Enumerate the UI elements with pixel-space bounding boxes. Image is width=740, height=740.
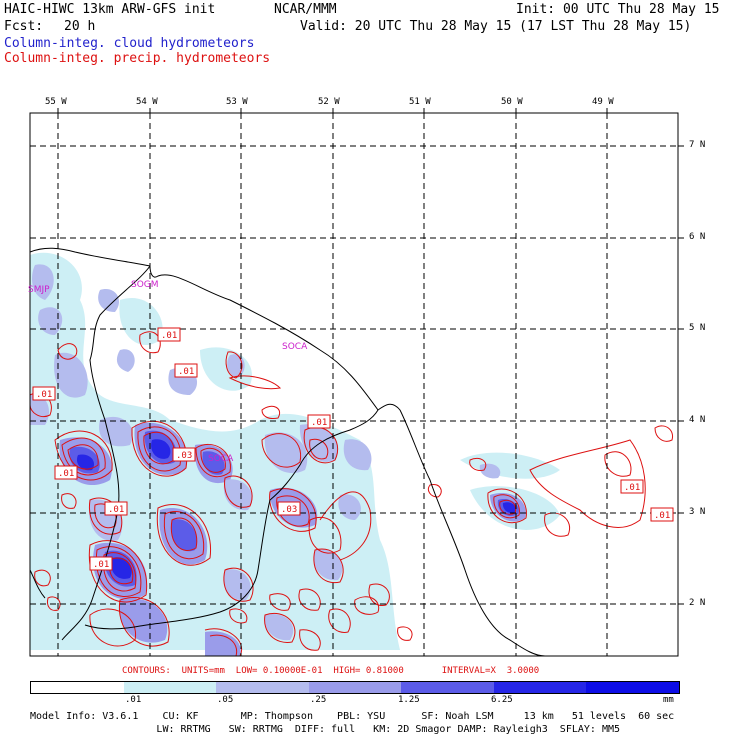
contour-label: .03 (281, 505, 297, 515)
contour-label: .01 (624, 483, 640, 493)
lat-label: 3 N (689, 507, 706, 517)
legend-swatch (401, 682, 494, 693)
contour-label: .01 (311, 418, 327, 428)
legend-label: .05 (217, 695, 234, 705)
lat-label: 4 N (689, 415, 706, 425)
graticule (30, 113, 678, 656)
init-time: Init: 00 UTC Thu 28 May 15 (516, 2, 720, 17)
lat-label: 6 N (689, 232, 706, 242)
frame-ticks (57, 108, 684, 605)
lon-label: 52 W (318, 97, 340, 107)
legend-swatch (31, 682, 124, 693)
contour-label: .01 (58, 469, 74, 479)
lon-label: 55 W (45, 97, 67, 107)
organization: NCAR/MMM (274, 2, 337, 17)
map-frame (29, 112, 679, 657)
legend-swatch (308, 682, 402, 693)
lon-label: 54 W (136, 97, 158, 107)
legend-label: 1.25 (398, 695, 420, 705)
legend-label: 6.25 (491, 695, 513, 705)
legend-swatch (493, 682, 587, 693)
contour-label: .03 (176, 451, 192, 461)
forecast-label: Fcst: (4, 19, 44, 34)
contour-labels: .01 .01 .01 .01 .01 .01 .03 .03 .01 .01 … (32, 327, 674, 571)
contour-label: .01 (93, 560, 109, 570)
lon-label: 49 W (592, 97, 614, 107)
contour-label: .01 (161, 331, 177, 341)
lat-label: 5 N (689, 323, 706, 333)
legend-swatch (123, 682, 217, 693)
field-precip-title: Column-integ. precip. hydrometeors (4, 51, 271, 66)
station-label: SOGM (131, 280, 159, 290)
field-cloud-title: Column-integ. cloud hydrometeors (4, 36, 255, 51)
lon-label: 51 W (409, 97, 431, 107)
lat-label: 2 N (689, 598, 706, 608)
contour-label: .01 (654, 511, 670, 521)
legend-unit: mm (663, 695, 674, 705)
lon-label: 53 W (226, 97, 248, 107)
contour-label: .01 (36, 390, 52, 400)
lat-label: 7 N (689, 140, 706, 150)
contour-label: .01 (108, 505, 124, 515)
lon-label: 50 W (501, 97, 523, 107)
model-info-line1: Model Info: V3.6.1 CU: KF MP: Thompson P… (30, 711, 675, 722)
legend-label: .01 (125, 695, 142, 705)
legend-swatch (586, 682, 680, 693)
contour-info: CONTOURS: UNITS=mm LOW= 0.10000E-01 HIGH… (122, 666, 540, 676)
forecast-hour: 20 h (64, 19, 96, 34)
station-label: SOCA (282, 342, 308, 352)
station-label: SMJP (28, 285, 50, 295)
legend-swatch (216, 682, 309, 693)
model-info-line2: LW: RRTMG SW: RRTMG DIFF: full KM: 2D Sm… (30, 724, 621, 735)
contour-label: .01 (178, 367, 194, 377)
model-title: HAIC-HIWC 13km ARW-GFS init (4, 2, 216, 17)
legend-label: .25 (310, 695, 327, 705)
station-label: SOCA (208, 454, 234, 464)
valid-time: Valid: 20 UTC Thu 28 May 15 (17 LST Thu … (300, 19, 692, 34)
color-legend (30, 681, 680, 694)
